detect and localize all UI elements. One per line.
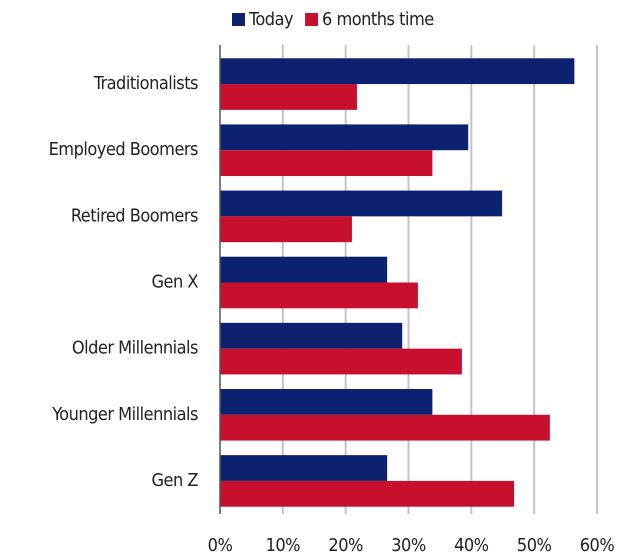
x-tick-label: 0% bbox=[208, 535, 233, 556]
y-tick-label: Gen X bbox=[151, 272, 198, 293]
bar bbox=[220, 322, 403, 349]
bar bbox=[220, 455, 388, 481]
bar bbox=[220, 216, 352, 243]
bar bbox=[220, 388, 433, 415]
y-tick-label: Younger Millennials bbox=[51, 404, 198, 425]
legend-label: 6 months time bbox=[322, 9, 434, 30]
bar bbox=[220, 480, 515, 507]
bar bbox=[220, 124, 469, 151]
x-tick-label: 20% bbox=[328, 535, 363, 556]
y-tick-label: Traditionalists bbox=[93, 73, 198, 94]
y-tick-label: Retired Boomers bbox=[71, 205, 198, 226]
legend-swatch bbox=[232, 13, 245, 26]
bar bbox=[220, 58, 575, 85]
x-tick-label: 30% bbox=[391, 535, 426, 556]
y-tick-label: Employed Boomers bbox=[49, 139, 198, 160]
legend-swatch bbox=[305, 13, 319, 26]
x-tick-label: 40% bbox=[454, 535, 489, 556]
bar bbox=[220, 84, 357, 110]
x-tick-label: 10% bbox=[266, 535, 301, 556]
bar bbox=[220, 348, 462, 375]
bar bbox=[220, 190, 503, 217]
x-tick-label: 50% bbox=[517, 535, 552, 556]
bar bbox=[220, 256, 388, 283]
legend-label: Today bbox=[248, 9, 294, 30]
x-tick-label: 60% bbox=[580, 535, 615, 556]
bar bbox=[220, 414, 550, 441]
y-tick-label: Older Millennials bbox=[72, 338, 198, 359]
bar bbox=[220, 150, 433, 177]
bar bbox=[220, 282, 418, 309]
y-tick-label: Gen Z bbox=[151, 470, 198, 491]
